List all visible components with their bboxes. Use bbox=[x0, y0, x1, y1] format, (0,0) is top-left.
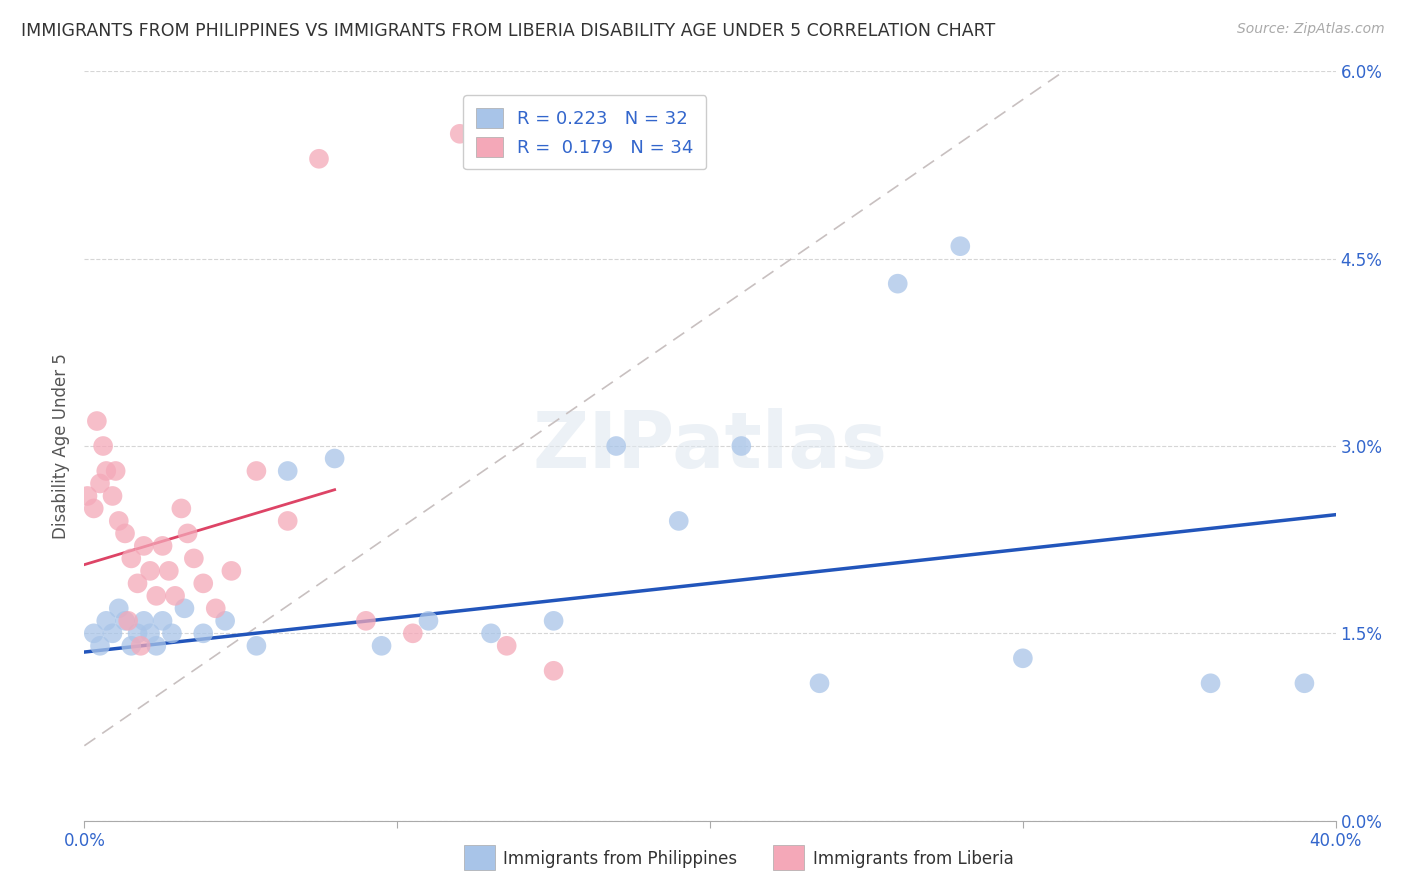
Point bbox=[96, 464, 118, 478]
Point bbox=[193, 626, 215, 640]
Point bbox=[277, 464, 299, 478]
Point bbox=[183, 551, 205, 566]
Point bbox=[89, 476, 111, 491]
Point bbox=[808, 676, 831, 690]
Point bbox=[221, 564, 243, 578]
Point bbox=[308, 152, 330, 166]
Point bbox=[354, 614, 377, 628]
Point bbox=[495, 639, 517, 653]
Point bbox=[479, 626, 502, 640]
Point bbox=[91, 439, 114, 453]
Point bbox=[114, 526, 136, 541]
Point bbox=[152, 614, 174, 628]
Text: ZIPatlas: ZIPatlas bbox=[533, 408, 887, 484]
Point bbox=[543, 664, 565, 678]
Point bbox=[887, 277, 910, 291]
Y-axis label: Disability Age Under 5: Disability Age Under 5 bbox=[52, 353, 70, 539]
Point bbox=[449, 127, 471, 141]
Point bbox=[170, 501, 193, 516]
Point bbox=[132, 539, 155, 553]
Point bbox=[176, 526, 198, 541]
Point bbox=[214, 614, 236, 628]
Point bbox=[157, 564, 180, 578]
Point bbox=[1199, 676, 1222, 690]
Point bbox=[101, 489, 124, 503]
Point bbox=[1012, 651, 1035, 665]
Point bbox=[668, 514, 690, 528]
Point bbox=[418, 614, 440, 628]
Point bbox=[89, 639, 111, 653]
Point bbox=[1294, 676, 1316, 690]
Point bbox=[145, 589, 167, 603]
Text: IMMIGRANTS FROM PHILIPPINES VS IMMIGRANTS FROM LIBERIA DISABILITY AGE UNDER 5 CO: IMMIGRANTS FROM PHILIPPINES VS IMMIGRANT… bbox=[21, 22, 995, 40]
Point bbox=[83, 501, 105, 516]
Point bbox=[120, 639, 142, 653]
Legend: R = 0.223   N = 32, R =  0.179   N = 34: R = 0.223 N = 32, R = 0.179 N = 34 bbox=[464, 95, 706, 169]
Point bbox=[114, 614, 136, 628]
Point bbox=[101, 626, 124, 640]
Point bbox=[370, 639, 392, 653]
Point bbox=[402, 626, 425, 640]
Point bbox=[107, 601, 129, 615]
Point bbox=[165, 589, 187, 603]
Point bbox=[245, 464, 267, 478]
Point bbox=[117, 614, 139, 628]
Point bbox=[76, 489, 98, 503]
Point bbox=[104, 464, 127, 478]
Point bbox=[204, 601, 226, 615]
Point bbox=[277, 514, 299, 528]
Point bbox=[193, 576, 215, 591]
Point bbox=[145, 639, 167, 653]
Point bbox=[107, 514, 129, 528]
Point bbox=[323, 451, 346, 466]
Point bbox=[245, 639, 267, 653]
Point bbox=[730, 439, 752, 453]
Text: Source: ZipAtlas.com: Source: ZipAtlas.com bbox=[1237, 22, 1385, 37]
Point bbox=[605, 439, 627, 453]
Text: Immigrants from Philippines: Immigrants from Philippines bbox=[503, 850, 738, 868]
Point bbox=[132, 614, 155, 628]
Point bbox=[139, 626, 162, 640]
Point bbox=[129, 639, 152, 653]
Text: Immigrants from Liberia: Immigrants from Liberia bbox=[813, 850, 1014, 868]
Point bbox=[139, 564, 162, 578]
Point bbox=[152, 539, 174, 553]
Point bbox=[543, 614, 565, 628]
Point bbox=[949, 239, 972, 253]
Point bbox=[86, 414, 108, 428]
Point bbox=[127, 576, 149, 591]
Point bbox=[120, 551, 142, 566]
Point bbox=[96, 614, 118, 628]
Point bbox=[173, 601, 195, 615]
Point bbox=[160, 626, 183, 640]
Point bbox=[127, 626, 149, 640]
Point bbox=[83, 626, 105, 640]
